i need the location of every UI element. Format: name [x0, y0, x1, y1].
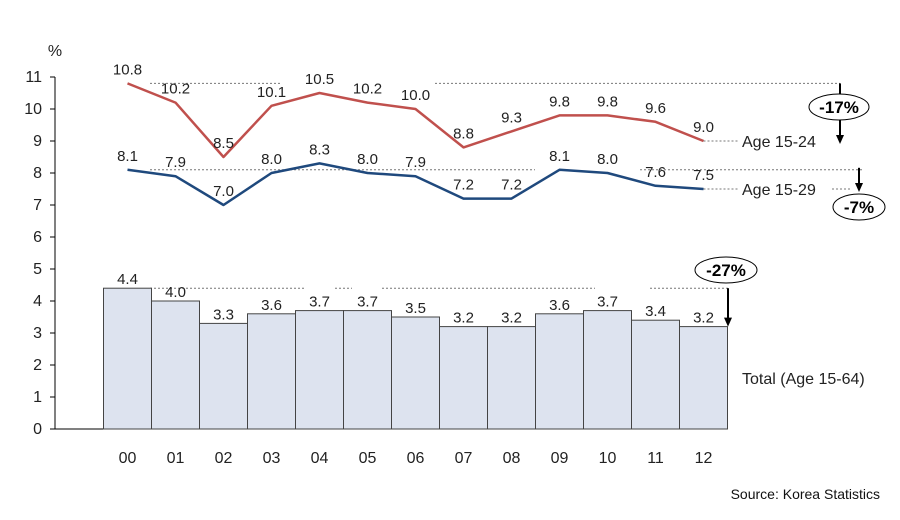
x-tick-label: 11 [647, 450, 664, 467]
y-tick-label: 5 [33, 261, 42, 278]
series-name-age-15-29: Age 15-29 [742, 182, 816, 199]
bar [439, 326, 488, 430]
bar [487, 326, 536, 430]
change-badge-age-15-29-label: -7% [844, 198, 874, 217]
x-tick-label: 06 [407, 450, 425, 467]
series-data-label-age-15-24: 8.8 [453, 125, 474, 142]
series-data-label-age-15-29: 8.1 [549, 148, 570, 165]
x-tick-label: 08 [503, 450, 521, 467]
x-tick-label: 01 [167, 450, 185, 467]
y-tick-label: 1 [33, 389, 42, 406]
y-tick-label: 3 [33, 325, 42, 342]
series-data-label-age-15-24: 9.6 [645, 100, 666, 117]
x-tick-label: 05 [359, 450, 377, 467]
change-badge-total-label: -27% [706, 261, 746, 280]
series-data-label-age-15-24: 10.8 [113, 61, 142, 78]
y-tick-label: 4 [33, 293, 42, 310]
bar [103, 287, 152, 430]
series-data-label-age-15-29: 8.0 [357, 151, 378, 168]
y-tick-label: 11 [25, 69, 42, 86]
change-arrow-age-15-24-head [836, 135, 844, 144]
series-data-label-age-15-24: 10.2 [161, 81, 190, 98]
bar-data-label: 3.7 [597, 294, 618, 311]
bar-data-label: 4.0 [165, 284, 186, 301]
bar-data-label: 3.2 [453, 310, 474, 327]
x-tick-label: 10 [599, 450, 617, 467]
bar [343, 310, 392, 430]
bar [391, 316, 440, 430]
series-data-label-age-15-24: 9.0 [693, 119, 714, 136]
series-data-label-age-15-29: 8.0 [261, 151, 282, 168]
series-data-label-age-15-24: 10.2 [353, 81, 382, 98]
series-data-label-age-15-29: 8.1 [117, 148, 138, 165]
x-tick-label: 02 [215, 450, 233, 467]
y-tick-label: 6 [33, 229, 42, 246]
y-tick-label: 7 [33, 197, 42, 214]
x-tick-label: 07 [455, 450, 473, 467]
series-line-age-15-29 [127, 162, 704, 207]
bar [679, 326, 728, 430]
bar-data-label: 3.4 [645, 303, 666, 320]
series-data-label-age-15-24: 10.0 [401, 87, 430, 104]
bar-data-label: 3.2 [501, 310, 522, 327]
x-tick-label: 09 [551, 450, 569, 467]
y-tick-label: 0 [33, 421, 42, 438]
y-tick-label: 9 [33, 133, 42, 150]
y-axis-unit-label: % [48, 43, 62, 60]
series-name-total: Total (Age 15-64) [742, 371, 865, 388]
x-tick-label: 00 [119, 450, 137, 467]
bar [535, 313, 584, 430]
series-data-label-age-15-29: 7.6 [645, 164, 666, 181]
y-tick-label: 8 [33, 165, 42, 182]
series-data-label-age-15-29: 7.0 [213, 183, 234, 200]
series-data-label-age-15-29: 7.9 [405, 154, 426, 171]
change-arrow-age-15-29-head [855, 183, 863, 192]
change-badge-age-15-24-ellipse [808, 93, 870, 121]
x-tick-label: 03 [263, 450, 281, 467]
bar [151, 300, 200, 430]
series-data-label-age-15-29: 8.3 [309, 141, 330, 158]
series-data-label-age-15-29: 7.5 [693, 167, 714, 184]
bar [247, 313, 296, 430]
series-data-label-age-15-24: 10.1 [257, 84, 286, 101]
bar-data-label: 3.6 [261, 297, 282, 314]
series-data-label-age-15-24: 9.8 [549, 93, 570, 110]
series-data-label-age-15-24: 9.8 [597, 93, 618, 110]
bar-data-label: 3.3 [213, 306, 234, 323]
change-arrow-total-head [724, 317, 732, 327]
series-line-age-15-24 [127, 82, 704, 159]
series-data-label-age-15-29: 8.0 [597, 151, 618, 168]
bar-data-label: 3.6 [549, 297, 570, 314]
bar [583, 310, 632, 430]
series-data-label-age-15-24: 9.3 [501, 109, 522, 126]
bar-data-label: 3.2 [693, 310, 714, 327]
change-badge-total-ellipse [694, 256, 758, 284]
bar [631, 319, 680, 430]
change-badge-age-15-29-ellipse [832, 193, 886, 221]
bar-data-label: 3.5 [405, 300, 426, 317]
source-note: Source: Korea Statistics [730, 486, 880, 502]
series-data-label-age-15-29: 7.9 [165, 154, 186, 171]
bar-data-label: 3.7 [309, 294, 330, 311]
series-data-label-age-15-29: 7.2 [453, 177, 474, 194]
series-data-label-age-15-24: 8.5 [213, 135, 234, 152]
bar [199, 322, 248, 430]
series-name-age-15-24: Age 15-24 [742, 134, 816, 151]
y-tick-label: 10 [24, 101, 42, 118]
change-badge-age-15-24-label: -17% [819, 98, 859, 117]
bar-data-label: 4.4 [117, 271, 138, 288]
series-data-label-age-15-24: 10.5 [305, 71, 334, 88]
bar-data-label: 3.7 [357, 294, 378, 311]
series-data-label-age-15-29: 7.2 [501, 177, 522, 194]
bar [295, 310, 344, 430]
y-tick-label: 2 [33, 357, 42, 374]
x-tick-label: 04 [311, 450, 329, 467]
x-tick-label: 12 [695, 450, 713, 467]
